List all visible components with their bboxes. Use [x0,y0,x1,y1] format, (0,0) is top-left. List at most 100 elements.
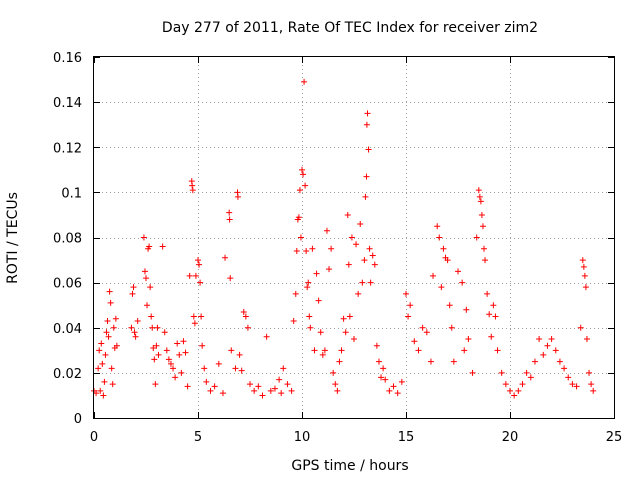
data-point [189,187,196,194]
data-point [363,121,370,128]
data-point [304,284,311,291]
data-point [165,356,172,363]
data-point [155,351,162,358]
data-point [438,284,445,291]
data-point [473,234,480,241]
data-point [481,245,487,252]
data-point [96,347,103,354]
data-point [140,234,147,241]
data-point [345,261,352,268]
data-point [450,358,457,365]
data-point [336,358,343,365]
data-point [276,376,283,383]
data-point [309,245,316,252]
data-point [326,266,333,273]
data-point [527,374,534,381]
data-point [232,365,239,372]
data-point [161,329,168,336]
data-point [498,369,505,376]
data-point [93,390,100,397]
data-point [355,290,362,297]
data-point [321,347,328,354]
data-point [434,223,441,230]
data-point [99,360,106,367]
data-point [436,234,443,241]
data-point [178,369,185,376]
data-point [461,347,468,354]
data-point [207,387,214,394]
data-point [292,290,299,297]
data-point [101,378,108,385]
data-point [313,270,320,277]
data-point [97,387,104,394]
data-point [151,356,158,363]
data-points [91,78,597,399]
data-point [182,349,189,356]
data-point [531,358,538,365]
data-point [134,317,141,324]
data-point [300,171,307,178]
data-point [430,272,437,279]
data-point [103,329,110,336]
data-point [108,365,115,372]
data-point [548,336,555,343]
data-point [154,324,161,331]
data-point [569,381,576,388]
data-point [479,223,486,230]
data-point [581,272,588,279]
data-point [105,333,112,340]
data-point [348,234,355,241]
data-point [494,347,501,354]
x-axis-label: GPS time / hours [291,458,408,474]
data-point [132,333,139,340]
data-point [446,302,453,309]
data-point [192,272,199,279]
data-point [390,383,397,390]
data-point [332,381,339,388]
data-point [255,383,262,390]
data-point [444,257,451,264]
data-point [215,360,222,367]
data-point [149,324,156,331]
data-point [403,290,409,297]
data-point [448,324,455,331]
data-point [357,220,364,227]
data-point [565,374,572,381]
data-point [373,342,380,349]
data-point [306,313,313,320]
data-point [199,342,206,349]
data-point [573,383,580,390]
data-point [407,302,414,309]
data-point [469,369,476,376]
data-point [186,272,193,279]
data-point [271,385,278,392]
data-point [364,110,371,117]
data-point [394,390,401,397]
data-point [198,313,205,320]
data-point [263,333,270,340]
data-point [340,315,347,322]
data-point [511,392,518,399]
data-point [226,209,233,216]
data-point [482,257,489,264]
data-point [163,347,170,354]
data-point [367,279,374,286]
data-point [288,387,295,394]
data-point [455,268,461,275]
data-point [219,390,226,397]
data-point [203,378,210,385]
data-point [305,279,312,286]
data-point [228,347,235,354]
data-point [580,263,587,270]
data-point [102,351,109,358]
data-point [477,198,484,205]
data-point [380,365,387,372]
data-point [398,378,405,385]
x-tick-label: 20 [502,430,519,445]
data-point [174,340,181,347]
data-point [415,347,422,354]
data-point [301,78,308,85]
data-point [561,365,568,372]
data-point [211,383,218,390]
y-tick-label: 0.14 [53,96,82,111]
